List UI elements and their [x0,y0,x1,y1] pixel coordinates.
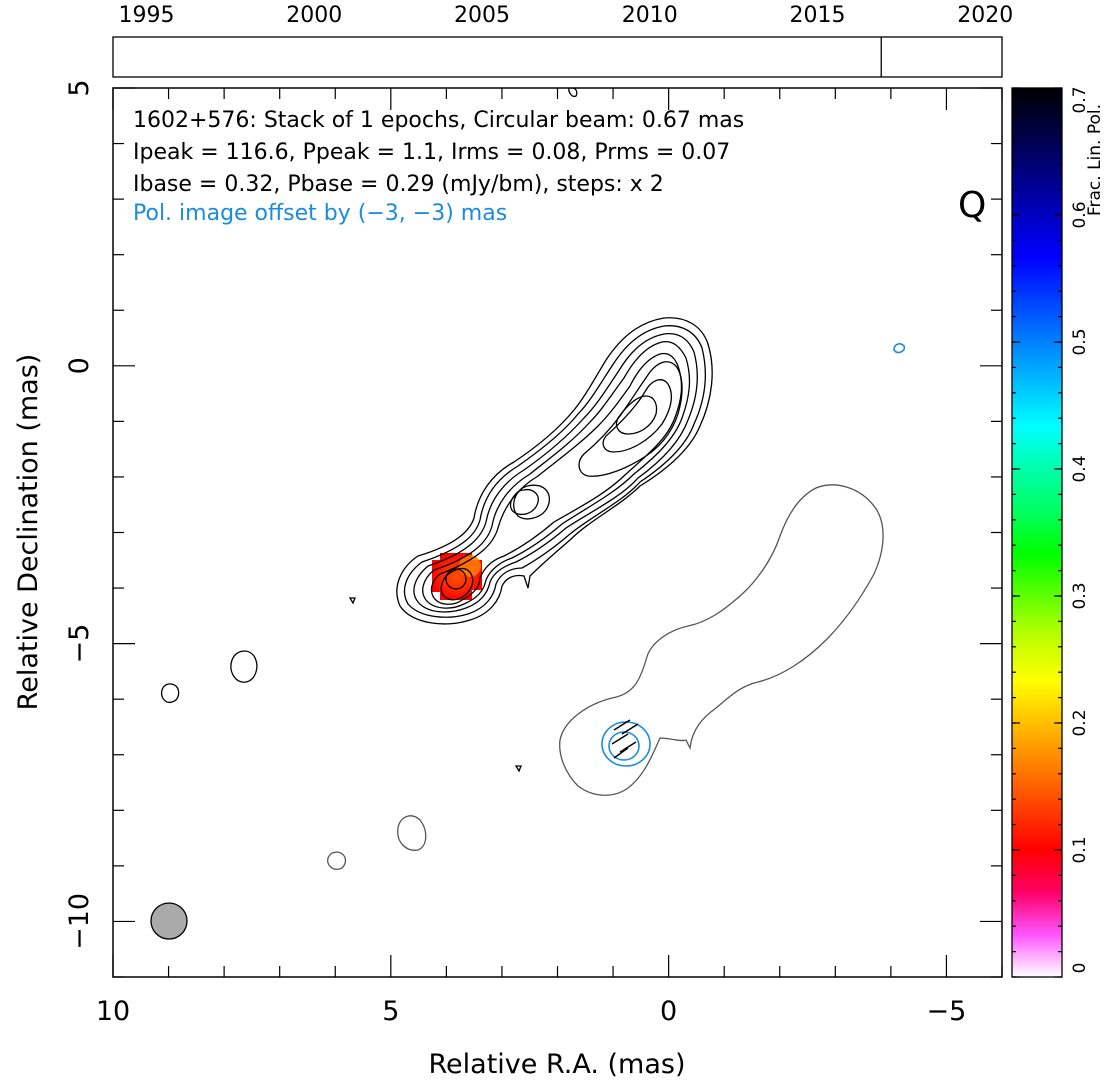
offset-total-intensity-contours [327,484,884,870]
y-axis-label: Relative Declination (mas) [13,354,44,711]
fractional-polarization-patch [432,553,482,600]
epoch-timeline-box [112,36,1003,78]
y-tick-label: −5 [64,624,95,664]
colorbar-tick-label: 0.2 [1070,709,1090,736]
colorbar-tick-label: 0.6 [1070,201,1090,228]
contour-level-5 [430,352,683,605]
contour-level-2 [403,325,706,618]
map-panel: 10 5 0 −5 5 0 −5 −10 [64,79,1003,1027]
epoch-timeline: 1995 2000 2005 2010 2015 2020 [112,3,1014,78]
contour-level-7 [509,379,673,516]
annotation-line-4: Pol. image offset by (−3, −3) mas [133,201,507,226]
colorbar-tick-label: 0.1 [1070,836,1090,863]
x-tick-label: 0 [660,996,677,1027]
small-speck-1 [348,597,356,605]
x-tick-label: 5 [382,996,399,1027]
island-contour-1 [230,650,258,683]
colorbar-tick-label: 0.5 [1070,328,1090,355]
colorbar-tick-label: 0.3 [1070,582,1090,609]
colorbar-tick-label: 0.4 [1070,455,1090,482]
minor-ticks [113,88,1003,978]
offset-outer-contour [559,484,884,796]
x-tick-label: 10 [96,996,130,1027]
pol-speck [893,343,906,354]
contour-level-8 [615,395,658,435]
epoch-year-label: 1995 [119,3,175,28]
colorbar-ticks: 0 0.1 0.2 0.3 0.4 0.5 0.6 0.7 [1012,86,1090,978]
colorbar-tick-label: 0 [1070,963,1090,974]
contour-level-4 [422,340,691,609]
y-tick-label: 0 [64,357,95,374]
y-axis-ticks: 5 0 −5 −10 [64,79,1002,950]
offset-island-1 [397,815,427,851]
offset-island-2 [327,851,347,870]
small-speck-2 [514,765,522,773]
beam-ellipse [150,902,188,940]
y-tick-label: −10 [64,893,95,950]
contour-level-1 [396,317,713,625]
x-tick-label: −5 [927,996,967,1027]
epoch-year-label: 2015 [789,3,845,28]
colorbar: 0 0.1 0.2 0.3 0.4 0.5 0.6 0.7 Frac. Lin. Pol. [1011,86,1105,978]
core-inner-contour [445,568,467,590]
epoch-year-label: 2005 [454,3,510,28]
x-axis-label: Relative R.A. (mas) [429,1049,686,1080]
annotation-line-3: Ibase = 0.32, Pbase = 0.29 (mJy/bm), ste… [133,172,664,197]
colorbar-tick-label: 0.7 [1070,86,1090,113]
colorbar-frame [1011,87,1063,978]
stokes-i-contours [160,88,713,773]
colorbar-gradient [1012,88,1062,977]
evpa-vectors [611,719,639,759]
island-contour-2 [160,683,180,704]
y-tick-label: 5 [64,79,95,96]
small-speck-3 [568,88,578,98]
contour-level-3 [413,332,698,613]
epoch-year-label: 2000 [286,3,342,28]
x-axis-ticks: 10 5 0 −5 [96,88,967,1027]
annotation-line-2: Ipeak = 116.6, Ppeak = 1.1, Irms = 0.08,… [133,140,730,165]
annotation-line-1: 1602+576: Stack of 1 epochs, Circular be… [133,108,744,133]
map-annotations: 1602+576: Stack of 1 epochs, Circular be… [133,108,986,226]
epoch-year-label: 2020 [957,3,1013,28]
epoch-year-labels: 1995 2000 2005 2010 2015 2020 [119,3,1014,28]
polarized-intensity-contours [601,343,906,767]
colorbar-label: Frac. Lin. Pol. [1085,104,1105,216]
epoch-year-label: 2010 [622,3,678,28]
quality-flag: Q [958,185,986,226]
